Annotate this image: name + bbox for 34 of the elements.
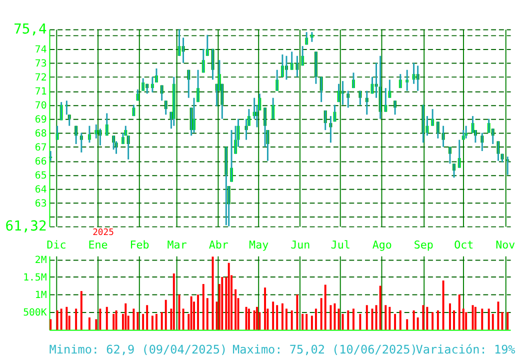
y-tick-label: 72 [34,72,47,84]
y-tick-label: 73 [34,58,47,70]
x-tick-label: Abr [208,238,229,252]
y-tick-label: 61,32 [5,218,47,235]
x-tick-label: Sep [414,238,434,252]
y-tick-label: 71 [34,86,47,98]
text: Maximo: 75,02 (10/06/2025) [232,342,418,356]
y-tick-label: 66 [34,156,47,168]
y-tick-label: 68 [34,128,47,140]
y-tick-label: 1.5M [23,272,47,284]
x-tick-label: Ene [88,238,108,252]
x-tick-label: Jun [290,238,310,252]
x-tick-label: Oct [454,238,474,252]
y-tick-label: 65 [34,170,47,182]
x-tick-label: Jul [330,238,350,252]
y-tick-label: 64 [34,184,47,196]
text: Variación: 19% [416,342,516,356]
y-tick-label: 1M [34,290,47,302]
y-tick-label: 67 [34,142,47,154]
y-tick-label: 69 [34,114,47,126]
x-tick-label: Ago [372,238,392,252]
y-tick-label: 500K [23,308,47,319]
y-tick-label: 70 [34,100,47,112]
text: 2025 [92,228,114,238]
x-tick-label: Mar [167,238,188,252]
text: Minimo: 62,9 (09/04/2025) [49,342,228,356]
y-tick-label: 63 [34,198,47,210]
y-tick-label: 2M [34,254,47,266]
x-tick-label: May [249,238,270,252]
y-tick-label: 75,4 [14,22,47,38]
x-tick-label: Feb [130,238,150,252]
y-tick-label: 74 [34,44,47,56]
x-tick-label: Dic [46,238,66,252]
x-tick-label: Nov [496,238,516,252]
